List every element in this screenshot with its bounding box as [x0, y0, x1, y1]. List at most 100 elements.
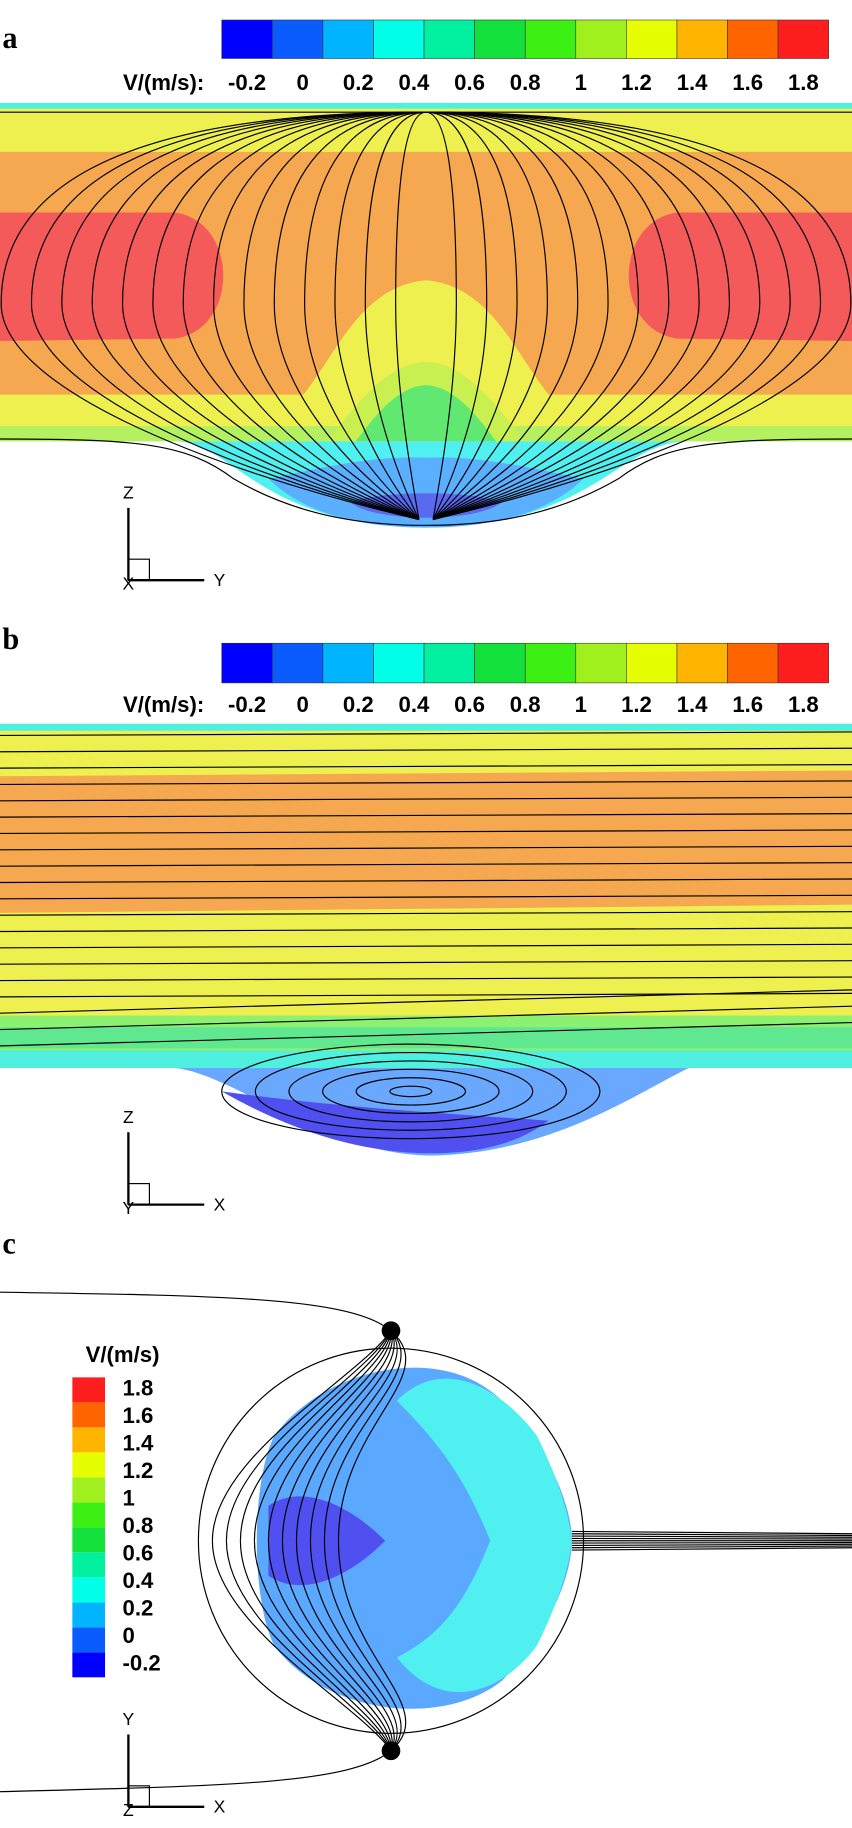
colorbar-segment — [72, 1652, 106, 1678]
streamline — [0, 1750, 392, 1793]
streamline — [337, 1540, 407, 1752]
colorbar-segment — [72, 1427, 106, 1453]
colorbar-tick-label: -0.2 — [228, 692, 266, 717]
panel-b-field — [0, 723, 852, 1156]
colorbar-tick-label: 1.4 — [677, 70, 708, 95]
streamline — [425, 111, 579, 520]
streamline — [364, 111, 427, 520]
colorbar-segment — [272, 642, 324, 684]
streamline — [182, 111, 427, 521]
panel-label: a — [2, 21, 17, 55]
streamline — [0, 862, 852, 867]
streamline — [0, 1291, 392, 1332]
streamline — [571, 1547, 852, 1551]
streamline — [425, 111, 548, 520]
colorbar-segment — [727, 19, 779, 59]
colorbar-tick-label: 1.4 — [123, 1431, 154, 1456]
streamline — [0, 780, 852, 786]
streamline — [0, 813, 852, 818]
streamline — [0, 927, 852, 933]
colorbar-title: V/(m/s): — [123, 692, 204, 717]
streamline — [425, 111, 761, 521]
axis-label: Z — [123, 482, 134, 502]
colorbar-tick-label: 1 — [123, 1486, 135, 1511]
streamline — [281, 1330, 393, 1541]
streamline — [425, 111, 791, 521]
streamline — [571, 1533, 852, 1537]
streamline — [0, 878, 852, 884]
streamline — [0, 943, 852, 949]
colorbar-tick-label: 0.2 — [343, 70, 374, 95]
streamline — [425, 111, 640, 521]
streamline — [253, 1540, 392, 1751]
colorbar-tick-label: 0.6 — [454, 70, 485, 95]
colorbar-tick-label: -0.2 — [123, 1651, 161, 1676]
colorbar-tick-label: 0.4 — [399, 692, 430, 717]
colorbar-segment — [72, 1377, 106, 1403]
streamline — [0, 829, 852, 835]
axis-label: Y — [214, 570, 226, 590]
streamline — [0, 976, 852, 982]
panel-c-field — [0, 1291, 852, 1793]
colorbar-segment — [72, 1452, 106, 1478]
colorbar-segment — [221, 642, 273, 684]
streamline — [337, 1330, 407, 1541]
streamline — [225, 1540, 392, 1752]
streamline — [309, 1540, 398, 1752]
colorbar-segment — [474, 19, 526, 59]
streamline — [243, 111, 427, 521]
axis-label: X — [123, 573, 135, 593]
streamline — [425, 111, 609, 521]
streamline — [323, 1330, 402, 1541]
colorbar-tick-label: 0.8 — [510, 70, 541, 95]
colorbar-tick-label: 1.8 — [788, 692, 819, 717]
colorbar-segment — [524, 19, 577, 59]
colorbar-segment — [626, 19, 678, 59]
vortex — [381, 1741, 401, 1761]
streamline — [211, 1540, 392, 1752]
streamline — [0, 989, 852, 1014]
colorbar-tick-label: 0.2 — [123, 1596, 154, 1621]
streamline — [273, 111, 427, 520]
streamline — [221, 1043, 601, 1140]
streamline — [281, 1540, 393, 1752]
streamline — [91, 111, 427, 521]
streamline — [425, 111, 518, 520]
colorbar-tick-label: 0.8 — [510, 692, 541, 717]
axis-triad — [127, 558, 150, 581]
colorbar-tick-label: 1.6 — [732, 70, 763, 95]
streamline — [0, 960, 852, 965]
colorbar-segment — [727, 642, 779, 684]
colorbar-segment — [322, 642, 374, 684]
colorbar-tick-label: 1.8 — [123, 1376, 154, 1401]
streamline — [389, 1085, 433, 1098]
streamline — [0, 438, 852, 526]
colorbar-segment — [373, 642, 425, 684]
streamline — [267, 1540, 392, 1751]
axis-label: Y — [123, 1709, 135, 1729]
colorbar-tick-label: 0.4 — [123, 1568, 154, 1593]
colorbar-segment — [72, 1627, 106, 1653]
streamline — [295, 1540, 395, 1752]
streamline — [425, 111, 852, 521]
streamline — [425, 111, 457, 520]
streamline — [288, 1060, 534, 1123]
colorbar-tick-label: 0 — [297, 70, 309, 95]
colorbar-tick-label: 1 — [575, 70, 587, 95]
colorbar-tick-label: 0.2 — [343, 692, 374, 717]
streamline — [334, 111, 427, 520]
colorbar-segment — [575, 19, 627, 59]
panel-label: c — [2, 1227, 15, 1261]
colorbar-tick-label: 1.2 — [621, 692, 652, 717]
streamline — [239, 1330, 392, 1541]
axis-triad — [127, 1785, 150, 1808]
axis-triad — [127, 1183, 150, 1206]
colorbar-segment — [72, 1402, 106, 1428]
streamline — [267, 1330, 392, 1541]
colorbar-segment — [423, 642, 475, 684]
colorbar-segment — [322, 19, 374, 59]
colorbar-segment — [777, 642, 829, 684]
colorbar-tick-label: 1.6 — [123, 1403, 154, 1428]
colorbar-segment — [72, 1577, 106, 1603]
streamline — [323, 1540, 402, 1752]
